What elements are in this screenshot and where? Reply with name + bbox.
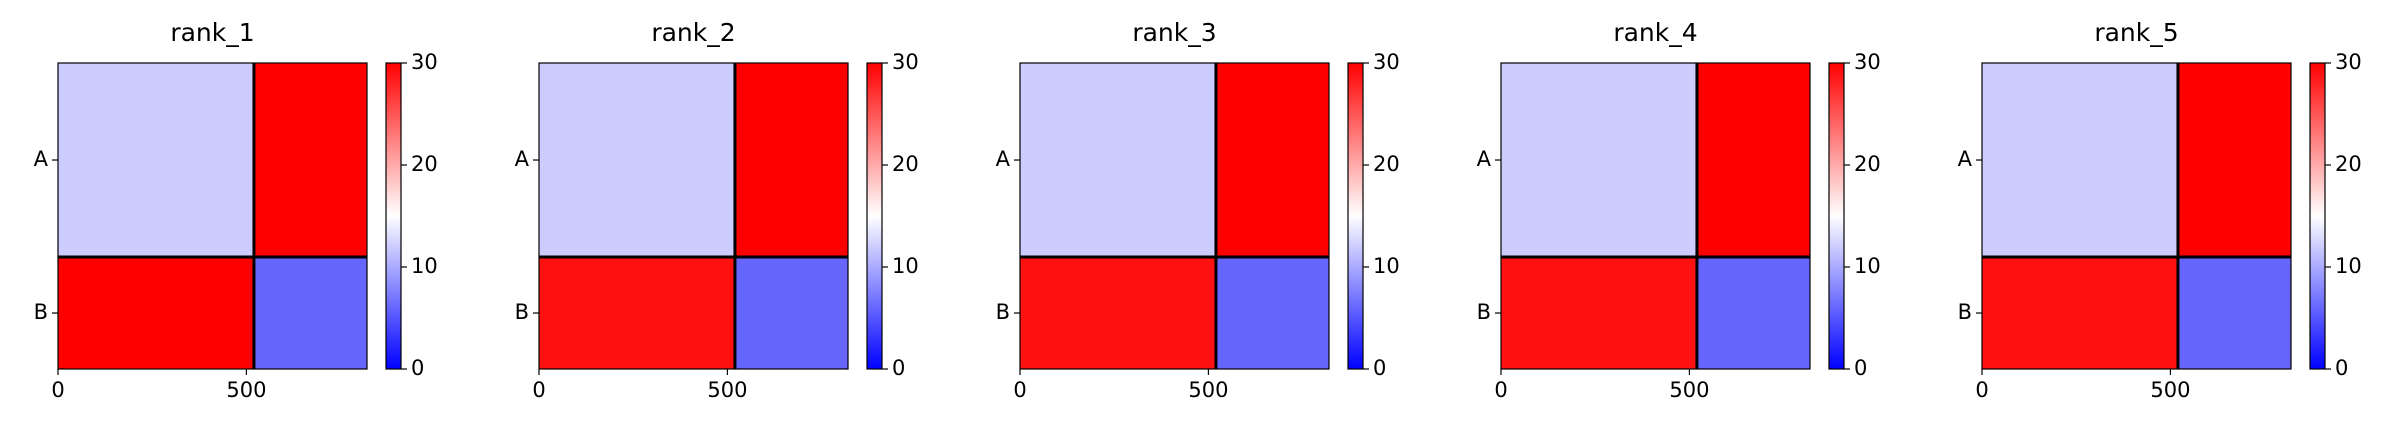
- heatmap-cell: [253, 63, 367, 258]
- colorbar-tick-label: 0: [2335, 356, 2348, 380]
- colorbar-tick-label: 10: [411, 254, 438, 278]
- colorbar: [385, 62, 402, 370]
- x-tick-label: 500: [1669, 378, 1709, 402]
- heatmap-cell: [539, 63, 735, 258]
- colorbar: [1828, 62, 1845, 370]
- x-tick-label: 0: [1975, 378, 1988, 402]
- y-tick-label: A: [34, 147, 49, 171]
- colorbar-tick-label: 10: [1854, 254, 1881, 278]
- heatmap-cell: [1696, 257, 1810, 369]
- x-tick-label: 500: [707, 378, 747, 402]
- x-tick-label: 0: [532, 378, 545, 402]
- x-tick-label: 500: [226, 378, 266, 402]
- y-tick-label: A: [515, 147, 530, 171]
- colorbar: [1347, 62, 1364, 370]
- heatmap-cell: [2177, 63, 2291, 258]
- axes-frame: [57, 62, 368, 370]
- axes-frame: [1981, 62, 2292, 370]
- y-tick-label: B: [996, 300, 1010, 324]
- heatmap-cell: [539, 257, 735, 369]
- colorbar-tick-label: 20: [1854, 152, 1881, 176]
- y-tick-label: A: [996, 147, 1011, 171]
- colorbar-tick-label: 0: [411, 356, 424, 380]
- y-tick-label: A: [1958, 147, 1973, 171]
- x-tick-label: 0: [1013, 378, 1026, 402]
- y-tick-label: A: [1477, 147, 1492, 171]
- y-tick-label: B: [34, 300, 48, 324]
- heatmap-cell: [1020, 257, 1216, 369]
- colorbar-tick-label: 30: [1373, 50, 1400, 74]
- colorbar-tick-label: 0: [892, 356, 905, 380]
- heatmap-cell: [58, 63, 254, 258]
- colorbar-tick-label: 10: [892, 254, 919, 278]
- colorbar-tick-label: 20: [411, 152, 438, 176]
- heatmap-cell: [58, 257, 254, 369]
- heatmap-cell: [734, 63, 848, 258]
- heatmap-cell: [2177, 257, 2291, 369]
- heatmap-cell: [1215, 257, 1329, 369]
- colorbar-tick-label: 10: [2335, 254, 2362, 278]
- panel-title: rank_1: [170, 18, 254, 47]
- axes-frame: [1019, 62, 1330, 370]
- colorbar: [866, 62, 883, 370]
- colorbar-tick-label: 30: [892, 50, 919, 74]
- heatmap-cell: [253, 257, 367, 369]
- heatmap-cell: [734, 257, 848, 369]
- colorbar-tick-label: 10: [1373, 254, 1400, 278]
- colorbar-tick-label: 20: [892, 152, 919, 176]
- x-tick-label: 500: [1188, 378, 1228, 402]
- panel-title: rank_3: [1132, 18, 1216, 47]
- y-tick-label: B: [1477, 300, 1491, 324]
- heatmap-cell: [1020, 63, 1216, 258]
- x-tick-label: 500: [2150, 378, 2190, 402]
- y-tick-label: B: [1958, 300, 1972, 324]
- axes-frame: [538, 62, 849, 370]
- heatmap-cell: [1215, 63, 1329, 258]
- colorbar-tick-label: 0: [1854, 356, 1867, 380]
- panel-title: rank_4: [1613, 18, 1697, 47]
- heatmap-cell: [1501, 63, 1697, 258]
- colorbar-tick-label: 30: [1854, 50, 1881, 74]
- x-tick-label: 0: [51, 378, 64, 402]
- colorbar-tick-label: 30: [2335, 50, 2362, 74]
- heatmap-cell: [1501, 257, 1697, 369]
- colorbar: [2309, 62, 2326, 370]
- colorbar-tick-label: 30: [411, 50, 438, 74]
- heatmap-cell: [1982, 257, 2178, 369]
- colorbar-tick-label: 20: [2335, 152, 2362, 176]
- x-tick-label: 0: [1494, 378, 1507, 402]
- heatmap-cell: [1696, 63, 1810, 258]
- panel-title: rank_5: [2094, 18, 2178, 47]
- colorbar-tick-label: 20: [1373, 152, 1400, 176]
- panel-title: rank_2: [651, 18, 735, 47]
- y-tick-label: B: [515, 300, 529, 324]
- colorbar-tick-label: 0: [1373, 356, 1386, 380]
- axes-frame: [1500, 62, 1811, 370]
- heatmap-cell: [1982, 63, 2178, 258]
